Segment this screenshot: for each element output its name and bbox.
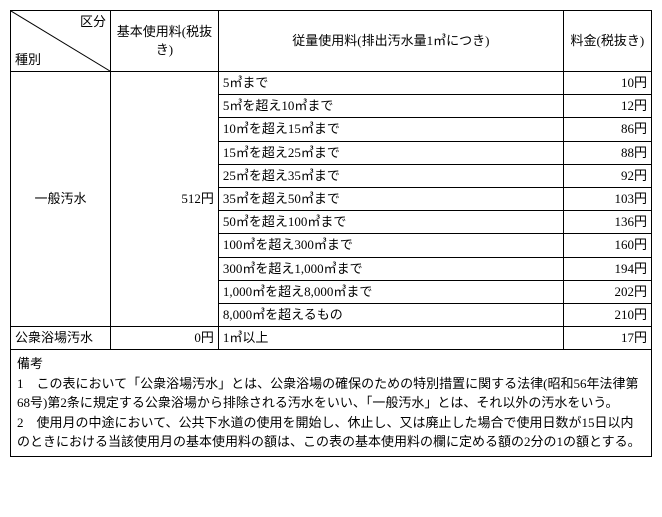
- header-price: 料金(税抜き): [563, 11, 651, 72]
- bath-desc: 1㎥以上: [218, 327, 563, 350]
- tier-price: 160円: [563, 234, 651, 257]
- notes-row: 備考 1 この表において「公衆浴場汚水」とは、公衆浴場の確保のための特別措置に関…: [11, 350, 652, 457]
- bath-price: 17円: [563, 327, 651, 350]
- header-row: 区分 種別 基本使用料(税抜き) 従量使用料(排出汚水量1㎥につき) 料金(税抜…: [11, 11, 652, 72]
- note-item: 1 この表において「公衆浴場汚水」とは、公衆浴場の確保のための特別措置に関する法…: [17, 374, 645, 413]
- general-basic-price: 512円: [110, 72, 218, 327]
- tier-price: 194円: [563, 257, 651, 280]
- tier-desc: 300㎥を超え1,000㎥まで: [218, 257, 563, 280]
- bath-basic-price: 0円: [110, 327, 218, 350]
- tier-price: 86円: [563, 118, 651, 141]
- tier-desc: 25㎥を超え35㎥まで: [218, 164, 563, 187]
- notes-title: 備考: [17, 354, 645, 374]
- tier-desc: 15㎥を超え25㎥まで: [218, 141, 563, 164]
- general-label: 一般汚水: [11, 72, 111, 327]
- tier-price: 92円: [563, 164, 651, 187]
- tier-price: 103円: [563, 187, 651, 210]
- tier-desc: 35㎥を超え50㎥まで: [218, 187, 563, 210]
- header-usage-fee: 従量使用料(排出汚水量1㎥につき): [218, 11, 563, 72]
- tier-desc: 5㎥まで: [218, 72, 563, 95]
- header-basic-fee: 基本使用料(税抜き): [110, 11, 218, 72]
- tier-desc: 8,000㎥を超えるもの: [218, 303, 563, 326]
- tier-price: 202円: [563, 280, 651, 303]
- tier-price: 136円: [563, 211, 651, 234]
- notes-cell: 備考 1 この表において「公衆浴場汚水」とは、公衆浴場の確保のための特別措置に関…: [11, 350, 652, 457]
- sewage-fee-table: 区分 種別 基本使用料(税抜き) 従量使用料(排出汚水量1㎥につき) 料金(税抜…: [10, 10, 652, 457]
- tier-desc: 1,000㎥を超え8,000㎥まで: [218, 280, 563, 303]
- tier-price: 12円: [563, 95, 651, 118]
- tier-price: 10円: [563, 72, 651, 95]
- tier-desc: 100㎥を超え300㎥まで: [218, 234, 563, 257]
- tier-price: 210円: [563, 303, 651, 326]
- note-item: 2 使用月の中途において、公共下水道の使用を開始し、休止し、又は廃止した場合で使…: [17, 413, 645, 452]
- tier-desc: 5㎥を超え10㎥まで: [218, 95, 563, 118]
- tier-desc: 10㎥を超え15㎥まで: [218, 118, 563, 141]
- diagonal-header-cell: 区分 種別: [11, 11, 111, 72]
- header-kubun: 区分: [80, 13, 106, 31]
- tier-desc: 50㎥を超え100㎥まで: [218, 211, 563, 234]
- tier-price: 88円: [563, 141, 651, 164]
- bath-row: 公衆浴場汚水 0円 1㎥以上 17円: [11, 327, 652, 350]
- bath-label: 公衆浴場汚水: [11, 327, 111, 350]
- table-row: 一般汚水 512円 5㎥まで 10円: [11, 72, 652, 95]
- header-shubetsu: 種別: [15, 51, 41, 69]
